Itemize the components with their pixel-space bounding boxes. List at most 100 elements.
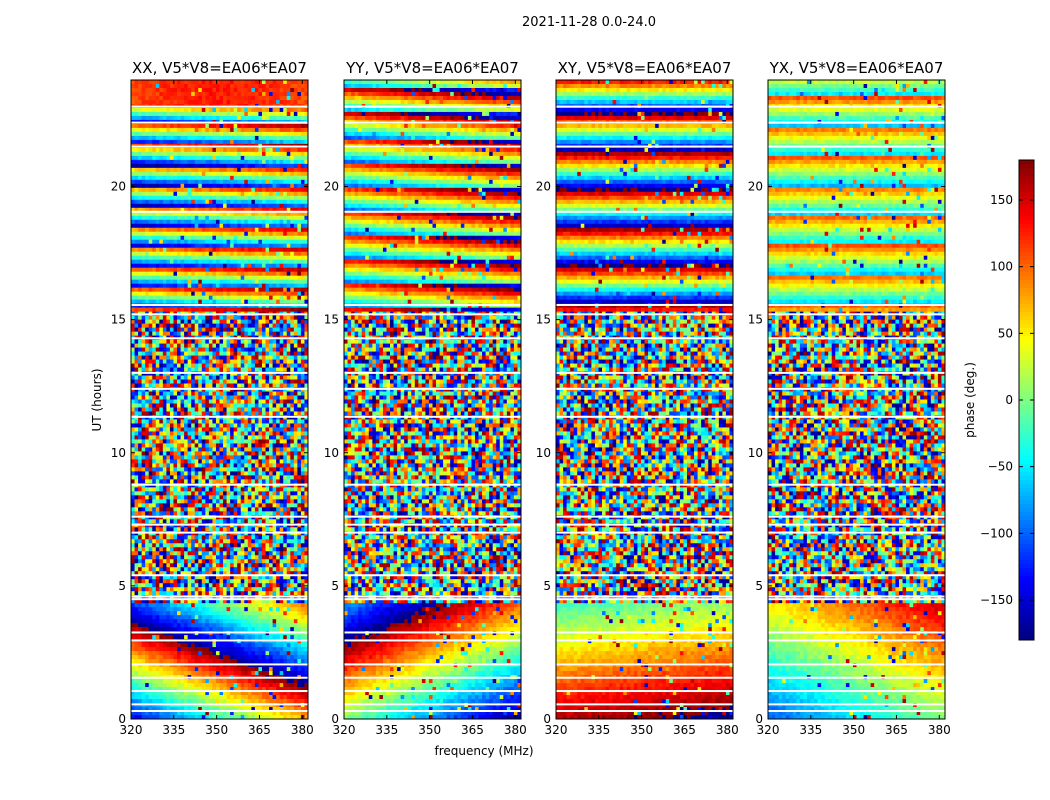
heatmap-cell bbox=[290, 140, 294, 144]
heatmap-cell bbox=[258, 180, 262, 184]
heatmap-cell bbox=[223, 100, 227, 104]
heatmap-cell bbox=[273, 176, 277, 180]
heatmap-cell bbox=[223, 136, 227, 140]
heatmap-cell bbox=[269, 180, 273, 184]
heatmap-cell bbox=[195, 148, 199, 152]
heatmap-cell bbox=[149, 172, 153, 176]
heatmap-cell bbox=[173, 180, 177, 184]
heatmap-cell bbox=[198, 128, 202, 132]
heatmap-cell bbox=[191, 160, 195, 164]
heatmap-cell bbox=[294, 136, 298, 140]
heatmap-cell bbox=[234, 160, 238, 164]
heatmap-cell bbox=[230, 96, 234, 100]
heatmap-cell bbox=[188, 84, 192, 88]
heatmap-cell bbox=[142, 92, 146, 96]
heatmap-cell bbox=[248, 176, 252, 180]
heatmap-cell bbox=[301, 164, 305, 168]
heatmap-cell bbox=[241, 136, 245, 140]
heatmap-cell bbox=[152, 108, 156, 112]
heatmap-cell bbox=[159, 168, 163, 172]
heatmap-cell bbox=[212, 116, 216, 120]
heatmap-cell bbox=[209, 108, 213, 112]
heatmap-cell bbox=[209, 188, 213, 192]
heatmap-cell bbox=[181, 152, 185, 156]
heatmap-cell bbox=[227, 96, 231, 100]
heatmap-cell bbox=[184, 88, 188, 92]
heatmap-cell bbox=[273, 136, 277, 140]
heatmap-cell bbox=[188, 180, 192, 184]
heatmap-cell bbox=[191, 148, 195, 152]
heatmap-cell bbox=[287, 84, 291, 88]
heatmap-cell bbox=[181, 168, 185, 172]
heatmap-cell bbox=[227, 100, 231, 104]
heatmap-cell bbox=[195, 112, 199, 116]
heatmap-cell bbox=[280, 176, 284, 180]
heatmap-cell bbox=[301, 188, 305, 192]
heatmap-cell bbox=[269, 160, 273, 164]
heatmap-cell bbox=[220, 156, 224, 160]
heatmap-cell bbox=[149, 136, 153, 140]
heatmap-cell bbox=[205, 168, 209, 172]
heatmap-cell bbox=[255, 184, 259, 188]
heatmap-cell bbox=[251, 108, 255, 112]
heatmap-cell bbox=[297, 128, 301, 132]
heatmap-cell bbox=[223, 112, 227, 116]
heatmap-cell bbox=[241, 188, 245, 192]
heatmap-cell bbox=[202, 136, 206, 140]
heatmap-cell bbox=[251, 80, 255, 84]
heatmap-cell bbox=[156, 184, 160, 188]
heatmap-cell bbox=[131, 156, 135, 160]
heatmap-cell bbox=[209, 112, 213, 116]
heatmap-cell bbox=[237, 80, 241, 84]
heatmap-cell bbox=[149, 176, 153, 180]
heatmap-cell bbox=[294, 184, 298, 188]
heatmap-cell bbox=[269, 100, 273, 104]
heatmap-cell bbox=[230, 132, 234, 136]
heatmap-cell bbox=[262, 184, 266, 188]
heatmap-cell bbox=[159, 128, 163, 132]
heatmap-cell bbox=[188, 148, 192, 152]
heatmap-cell bbox=[198, 92, 202, 96]
heatmap-cell bbox=[227, 164, 231, 168]
heatmap-cell bbox=[209, 180, 213, 184]
heatmap-cell bbox=[297, 152, 301, 156]
heatmap-cell bbox=[220, 80, 224, 84]
heatmap-cell bbox=[202, 100, 206, 104]
heatmap-cell bbox=[149, 112, 153, 116]
heatmap-cell bbox=[159, 92, 163, 96]
heatmap-cell bbox=[237, 184, 241, 188]
heatmap-cell bbox=[251, 152, 255, 156]
heatmap-cell bbox=[258, 168, 262, 172]
heatmap-cell bbox=[294, 164, 298, 168]
heatmap-cell bbox=[234, 92, 238, 96]
heatmap-cell bbox=[237, 100, 241, 104]
heatmap-cell bbox=[269, 124, 273, 128]
heatmap-cell bbox=[149, 132, 153, 136]
heatmap-cell bbox=[244, 84, 248, 88]
heatmap-cell bbox=[220, 168, 224, 172]
heatmap-cell bbox=[131, 164, 135, 168]
heatmap-cell bbox=[191, 156, 195, 160]
heatmap-cell bbox=[131, 136, 135, 140]
heatmap-cell bbox=[276, 140, 280, 144]
heatmap-cell bbox=[262, 188, 266, 192]
heatmap-cell bbox=[163, 132, 167, 136]
heatmap-cell bbox=[156, 124, 160, 128]
heatmap-cell bbox=[173, 152, 177, 156]
heatmap-cell bbox=[266, 88, 270, 92]
heatmap-cell bbox=[255, 80, 259, 84]
heatmap-cell bbox=[166, 140, 170, 144]
heatmap-cell bbox=[220, 184, 224, 188]
heatmap-cell bbox=[177, 156, 181, 160]
heatmap-cell bbox=[156, 128, 160, 132]
heatmap-cell bbox=[205, 84, 209, 88]
heatmap-cell bbox=[202, 172, 206, 176]
heatmap-cell bbox=[244, 140, 248, 144]
heatmap-cell bbox=[138, 136, 142, 140]
heatmap-cell bbox=[269, 156, 273, 160]
heatmap-cell bbox=[266, 164, 270, 168]
heatmap-cell bbox=[273, 116, 277, 120]
heatmap-cell bbox=[212, 100, 216, 104]
heatmap-cell bbox=[241, 184, 245, 188]
heatmap-cell bbox=[216, 180, 220, 184]
